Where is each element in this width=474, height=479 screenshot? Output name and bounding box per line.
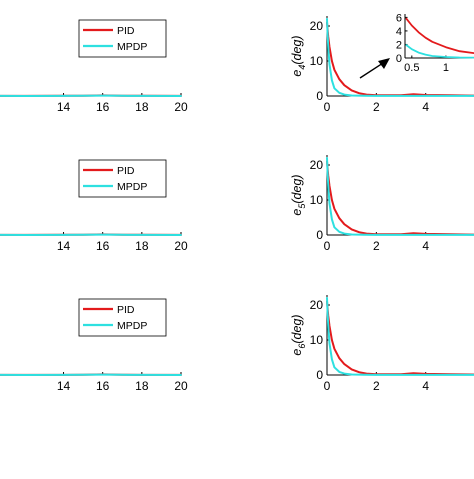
y-tick-label: 0 <box>316 228 323 242</box>
legend: PID MPDP <box>79 299 166 336</box>
x-tick-label: 18 <box>135 100 149 114</box>
x-tick-label: 16 <box>96 379 110 393</box>
panel-1: 14 16 18 20 PID MPDP <box>0 20 188 114</box>
x-tick-label: 14 <box>57 100 71 114</box>
y-tick-label: 20 <box>310 158 324 172</box>
inset-y-tick-label: 0 <box>396 53 402 65</box>
y-tick-label: 10 <box>310 193 324 207</box>
inset-plot: 0 24 6 0.5 1 <box>396 12 474 74</box>
x-tick-label: 20 <box>174 239 188 253</box>
legend: PID MPDP <box>79 160 166 197</box>
legend: PID MPDP <box>79 20 166 57</box>
series-line-mpdp <box>327 298 474 375</box>
y-tick-label: 20 <box>310 19 324 33</box>
x-tick-label: 14 <box>57 239 71 253</box>
inset-y-tick-label: 2 <box>396 39 402 51</box>
series-line-pid <box>327 162 474 235</box>
x-tick-label: 0 <box>324 239 331 253</box>
y-tick-label: 10 <box>310 54 324 68</box>
x-tick-label: 16 <box>96 100 110 114</box>
y-axis-label: e4(deg) <box>290 35 307 76</box>
y-axis-label-base: e <box>290 349 304 356</box>
y-axis-label: e5(deg) <box>290 174 307 215</box>
y-axis-label-unit: (deg) <box>290 174 304 203</box>
panel-3: 14 16 18 20 PID MPDP <box>0 160 188 253</box>
x-tick-label: 4 <box>422 239 429 253</box>
y-axis-label-unit: (deg) <box>290 35 304 64</box>
legend-label-pid: PID <box>117 304 135 316</box>
x-tick-label: 20 <box>174 100 188 114</box>
legend-label-mpdp: MPDP <box>117 320 147 332</box>
inset-x-tick-label: 0.5 <box>404 62 419 74</box>
x-tick-label: 2 <box>373 100 380 114</box>
legend-label-pid: PID <box>117 25 135 37</box>
zoom-arrow-head <box>378 58 390 69</box>
inset-x-tick-label: 1 <box>443 62 449 74</box>
legend-label-pid: PID <box>117 165 135 177</box>
x-tick-label: 0 <box>324 379 331 393</box>
series-line-mpdp <box>327 158 474 235</box>
zoom-arrow-line <box>360 63 383 78</box>
x-tick-label: 18 <box>135 379 149 393</box>
panel-5: 14 16 18 20 PID MPDP <box>0 299 188 393</box>
y-axis-label-unit: (deg) <box>290 314 304 343</box>
y-tick-label: 0 <box>316 368 323 382</box>
y-tick-label: 0 <box>316 89 323 103</box>
inset-y-tick-label: 6 <box>396 12 402 24</box>
inset-y-tick-label: 4 <box>396 26 402 38</box>
legend-label-mpdp: MPDP <box>117 41 147 53</box>
series-line-pid <box>327 302 474 375</box>
x-tick-label: 14 <box>57 379 71 393</box>
y-axis-label: e6(deg) <box>290 314 307 355</box>
x-tick-label: 4 <box>422 379 429 393</box>
y-axis-label-base: e <box>290 70 304 77</box>
x-tick-label: 18 <box>135 239 149 253</box>
x-tick-label: 16 <box>96 239 110 253</box>
x-tick-label: 2 <box>373 379 380 393</box>
x-tick-label: 0 <box>324 100 331 114</box>
y-axis-label-base: e <box>290 209 304 216</box>
x-tick-label: 20 <box>174 379 188 393</box>
x-tick-label: 2 <box>373 239 380 253</box>
legend-label-mpdp: MPDP <box>117 181 147 193</box>
y-tick-label: 20 <box>310 298 324 312</box>
x-tick-label: 4 <box>422 100 429 114</box>
y-tick-label: 10 <box>310 333 324 347</box>
